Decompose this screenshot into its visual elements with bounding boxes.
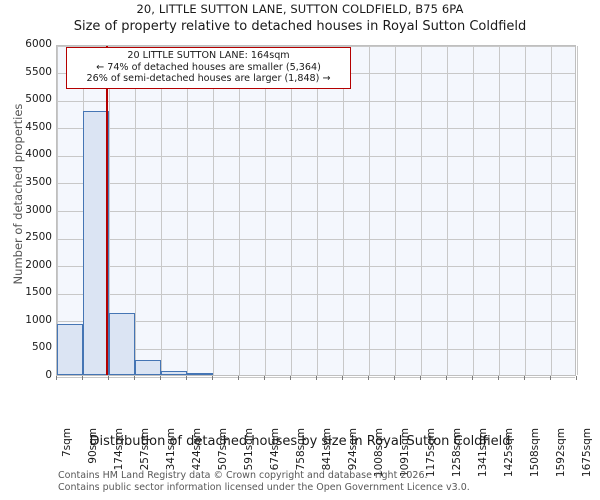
x-axis-tick-mark [342, 376, 343, 380]
annotation-line-1: 20 LITTLE SUTTON LANE: 164sqm [127, 50, 290, 61]
gridline-vertical [421, 46, 422, 375]
footer-line-2: Contains public sector information licen… [58, 481, 470, 493]
gridline-vertical [473, 46, 474, 375]
y-axis-tick-label: 1000 [25, 313, 52, 326]
marker-annotation-box: 20 LITTLE SUTTON LANE: 164sqm ← 74% of d… [66, 47, 351, 89]
chart-subtitle: Size of property relative to detached ho… [73, 19, 527, 34]
gridline-vertical [57, 46, 58, 375]
bar [57, 324, 83, 375]
gridline-vertical [161, 46, 162, 375]
y-axis-tick-label: 0 [45, 369, 52, 381]
y-axis-tick-label: 1500 [25, 286, 52, 299]
x-axis-tick-mark [290, 376, 291, 380]
gridline-vertical [317, 46, 318, 375]
gridline-vertical [447, 46, 448, 375]
x-axis-tick-mark [524, 376, 525, 380]
gridline-vertical [291, 46, 292, 375]
annotation-line-2: ← 74% of detached houses are smaller (5,… [96, 61, 321, 73]
gridline-horizontal [57, 321, 575, 323]
x-axis-tick-mark [316, 376, 317, 380]
y-axis-tick-label: 5500 [25, 65, 52, 78]
property-size-marker-line [105, 46, 108, 375]
gridline-vertical [395, 46, 396, 375]
plot-area [56, 45, 578, 378]
x-axis-tick-mark [264, 376, 265, 380]
y-axis-tick-label: 3500 [25, 175, 52, 188]
annotation-line-3: 26% of semi-detached houses are larger (… [86, 73, 331, 84]
bar [83, 111, 109, 375]
x-axis-tick-mark [82, 376, 83, 380]
x-axis-tick-mark [446, 376, 447, 380]
y-axis-tick-label: 500 [31, 341, 52, 354]
footer-line-1: Contains HM Land Registry data © Crown c… [58, 470, 428, 481]
gridline-horizontal [57, 183, 575, 185]
chart-title: 20, LITTLE SUTTON LANE, SUTTON COLDFIELD… [136, 2, 464, 16]
x-axis-tick-mark [56, 376, 57, 380]
bar [161, 370, 187, 375]
gridline-horizontal [57, 155, 575, 157]
bar [109, 313, 135, 375]
x-axis-tick-mark [160, 376, 161, 380]
x-axis-label: Distribution of detached houses by size … [89, 434, 511, 449]
y-axis-ticks: 0 500 1000 1500 2000 2500 3000 3500 4000 4500 5000… [0, 0, 52, 500]
x-axis-tick-mark [472, 376, 473, 380]
y-axis-tick-label: 5000 [25, 93, 52, 106]
gridline-horizontal [57, 348, 575, 350]
x-axis-tick-mark [134, 376, 135, 380]
gridline-horizontal [57, 45, 575, 47]
gridline-vertical [239, 46, 240, 375]
gridline-vertical [213, 46, 214, 375]
x-axis-tick-mark [550, 376, 551, 380]
gridline-horizontal [57, 238, 575, 240]
gridline-vertical [343, 46, 344, 375]
y-axis-tick-label: 2000 [25, 258, 52, 271]
y-axis-tick-label: 3000 [25, 203, 52, 216]
x-axis-tick-mark [576, 376, 577, 380]
bar-series [57, 46, 575, 375]
gridline-vertical [265, 46, 266, 375]
gridline-vertical [187, 46, 188, 375]
x-axis-tick-mark [212, 376, 213, 380]
bar [187, 372, 213, 375]
gridline-horizontal [57, 266, 575, 268]
gridline-vertical [525, 46, 526, 375]
x-axis-tick-mark [394, 376, 395, 380]
y-axis-tick-label: 4500 [25, 120, 52, 133]
gridline-horizontal [57, 100, 575, 102]
gridline-vertical [551, 46, 552, 375]
x-axis-tick-mark [238, 376, 239, 380]
y-axis-tick-label: 4000 [25, 148, 52, 161]
gridline-vertical [109, 46, 110, 375]
y-axis-label: Number of detached properties [11, 103, 25, 285]
gridline-horizontal [57, 293, 575, 295]
gridline-vertical [369, 46, 370, 375]
gridline-vertical [577, 46, 578, 375]
x-axis-tick-mark [186, 376, 187, 380]
x-axis-tick-mark [420, 376, 421, 380]
gridline-horizontal [57, 211, 575, 212]
x-axis-tick-mark [368, 376, 369, 380]
gridline-vertical [135, 46, 136, 375]
bar [135, 359, 161, 375]
footer-attribution: Contains HM Land Registry data © Crown c… [58, 470, 598, 493]
gridline-horizontal [57, 128, 575, 130]
x-axis-tick-mark [108, 376, 109, 380]
y-axis-tick-label: 6000 [25, 38, 52, 50]
x-axis-ticks: 7sqm 90sqm 174sqm 257sqm 341sqm 424sqm 507sqm 5… [0, 376, 600, 477]
y-axis-tick-label: 2500 [25, 231, 52, 244]
gridline-vertical [499, 46, 500, 375]
x-axis-tick-mark [498, 376, 499, 380]
